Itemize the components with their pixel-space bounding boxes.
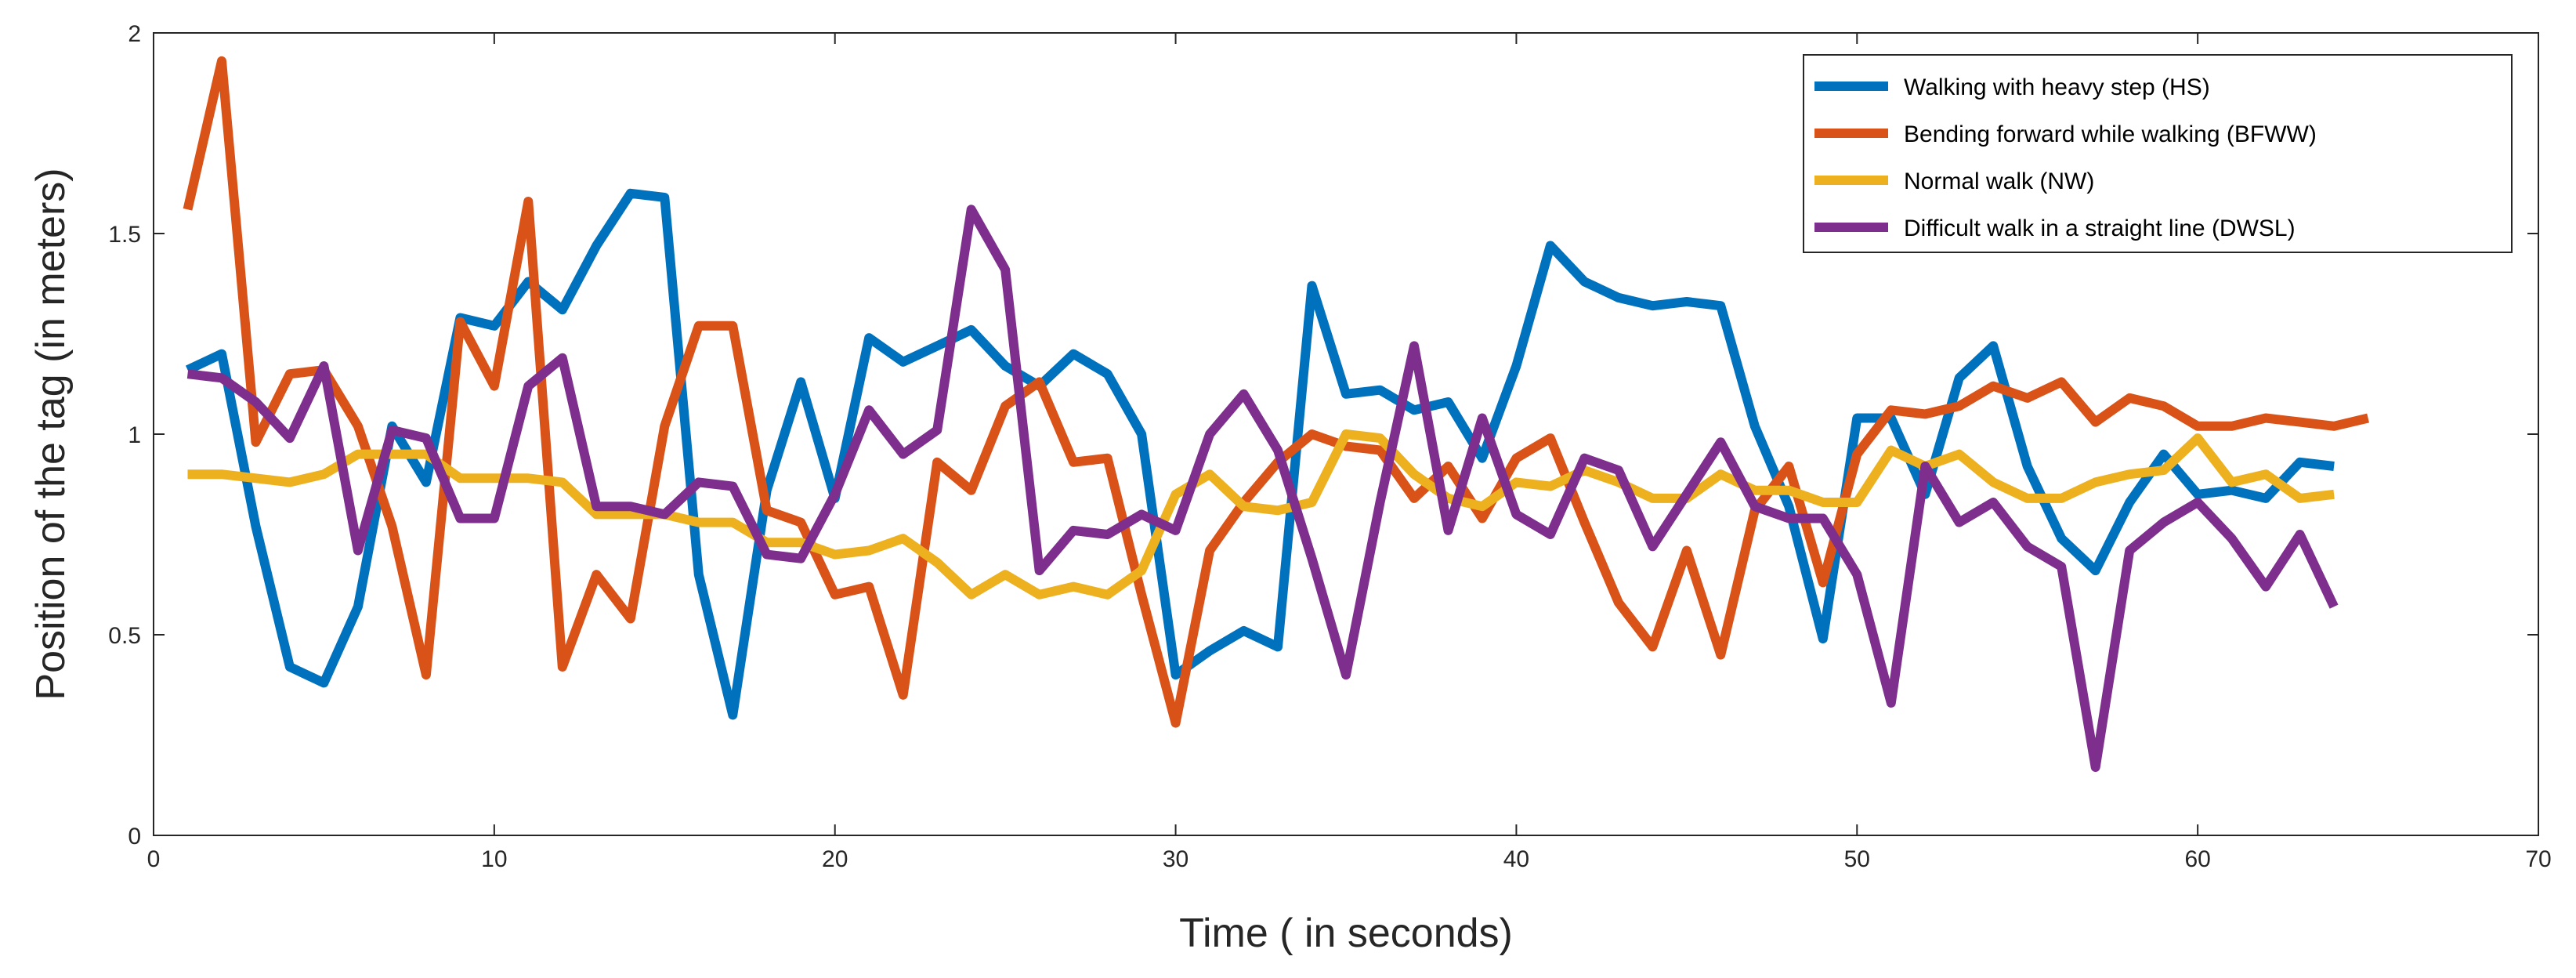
legend-label: Difficult walk in a straight line (DWSL) xyxy=(1904,216,2296,241)
x-axis-title: Time ( in seconds) xyxy=(1179,911,1513,956)
y-tick-label: 1 xyxy=(128,422,141,448)
legend-label: Bending forward while walking (BFWW) xyxy=(1904,121,2317,147)
x-tick-label: 70 xyxy=(2525,846,2551,872)
x-tick-label: 40 xyxy=(1503,846,1529,872)
legend-label: Normal walk (NW) xyxy=(1904,168,2094,194)
y-axis-title: Position of the tag (in meters) xyxy=(28,168,74,700)
x-axis-ticks: 0 10 20 30 40 50 60 70 xyxy=(147,33,2552,872)
y-tick-label: 2 xyxy=(128,21,141,47)
y-tick-label: 1.5 xyxy=(108,222,141,248)
legend-label: Walking with heavy step (HS) xyxy=(1904,74,2210,100)
y-axis-ticks: 0 0.5 1 1.5 2 xyxy=(108,21,2538,849)
y-tick-label: 0.5 xyxy=(108,623,141,649)
legend: Walking with heavy step (HS) Bending forw… xyxy=(1803,54,2513,253)
x-tick-label: 50 xyxy=(1844,846,1870,872)
x-tick-label: 60 xyxy=(2184,846,2210,872)
series-line-dwsl xyxy=(186,205,2339,772)
x-tick-label: 20 xyxy=(822,846,848,872)
x-tick-label: 0 xyxy=(147,846,161,872)
legend-box xyxy=(1803,54,2513,253)
series-line-hs xyxy=(185,188,2335,720)
series-line-nw xyxy=(187,429,2335,599)
y-tick-label: 0 xyxy=(128,824,141,849)
x-tick-label: 30 xyxy=(1163,846,1189,872)
x-tick-label: 10 xyxy=(481,846,507,872)
series-layer xyxy=(183,56,2369,772)
